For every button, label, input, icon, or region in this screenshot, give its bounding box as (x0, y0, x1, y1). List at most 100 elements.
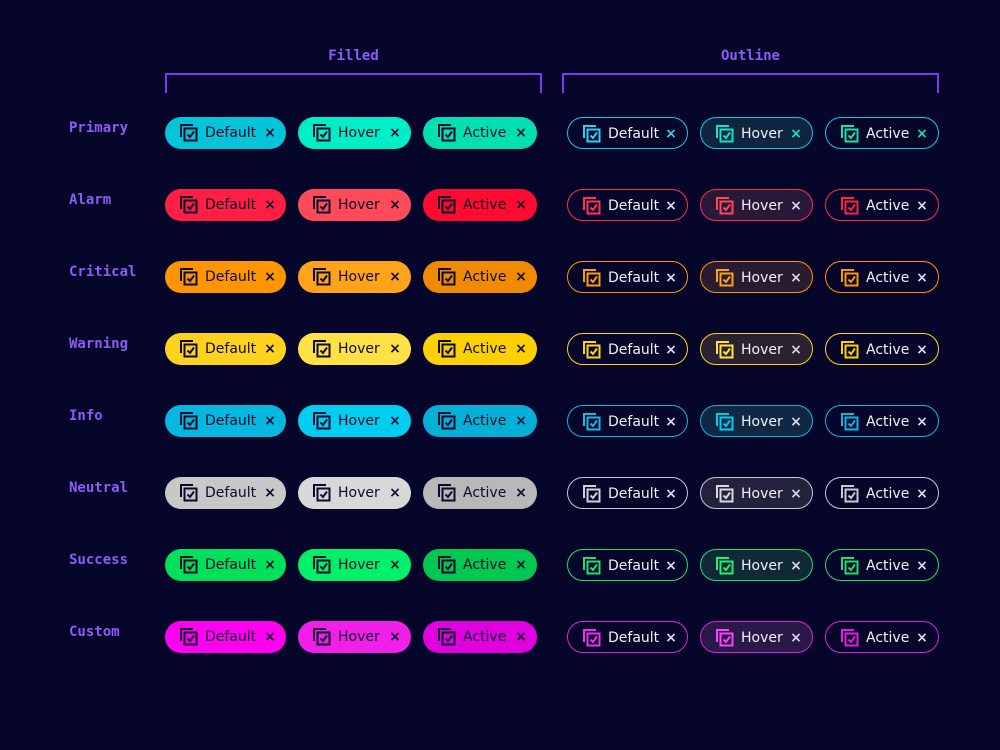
chip-neutral-outline-hover[interactable]: Hover × (700, 477, 813, 509)
close-icon[interactable]: × (515, 125, 527, 141)
close-icon[interactable]: × (264, 629, 276, 645)
close-icon[interactable]: × (389, 629, 401, 645)
close-icon[interactable]: × (515, 197, 527, 213)
close-icon[interactable]: × (515, 413, 527, 429)
chip-critical-outline-default[interactable]: Default × (567, 261, 688, 293)
close-icon[interactable]: × (515, 341, 527, 357)
close-icon[interactable]: × (264, 485, 276, 501)
close-icon[interactable]: × (515, 269, 527, 285)
chip-custom-filled-default[interactable]: Default × (165, 621, 286, 653)
stacked-checkbox-icon (179, 411, 199, 431)
chip-success-filled-default[interactable]: Default × (165, 549, 286, 581)
chip-warning-filled-hover[interactable]: Hover × (298, 333, 411, 365)
chip-custom-outline-active[interactable]: Active × (825, 621, 939, 653)
chip-success-outline-hover[interactable]: Hover × (700, 549, 813, 581)
close-icon[interactable]: × (665, 486, 677, 502)
chip-primary-outline-hover[interactable]: Hover × (700, 117, 813, 149)
close-icon[interactable]: × (790, 270, 802, 286)
chip-primary-filled-default[interactable]: Default × (165, 117, 286, 149)
chip-warning-outline-hover[interactable]: Hover × (700, 333, 813, 365)
close-icon[interactable]: × (665, 198, 677, 214)
chip-alarm-filled-active[interactable]: Active × (423, 189, 537, 221)
chip-alarm-outline-default[interactable]: Default × (567, 189, 688, 221)
chip-label: Active (866, 630, 910, 646)
chip-info-outline-hover[interactable]: Hover × (700, 405, 813, 437)
chip-alarm-outline-hover[interactable]: Hover × (700, 189, 813, 221)
close-icon[interactable]: × (665, 414, 677, 430)
close-icon[interactable]: × (790, 342, 802, 358)
chip-primary-outline-active[interactable]: Active × (825, 117, 939, 149)
chip-alarm-outline-active[interactable]: Active × (825, 189, 939, 221)
chip-neutral-filled-active[interactable]: Active × (423, 477, 537, 509)
close-icon[interactable]: × (264, 341, 276, 357)
close-icon[interactable]: × (665, 270, 677, 286)
chip-critical-filled-default[interactable]: Default × (165, 261, 286, 293)
chip-success-filled-active[interactable]: Active × (423, 549, 537, 581)
chip-info-outline-active[interactable]: Active × (825, 405, 939, 437)
chip-warning-filled-default[interactable]: Default × (165, 333, 286, 365)
chip-alarm-filled-default[interactable]: Default × (165, 189, 286, 221)
chip-custom-outline-default[interactable]: Default × (567, 621, 688, 653)
close-icon[interactable]: × (665, 342, 677, 358)
close-icon[interactable]: × (389, 413, 401, 429)
close-icon[interactable]: × (264, 413, 276, 429)
close-icon[interactable]: × (790, 558, 802, 574)
chip-critical-filled-active[interactable]: Active × (423, 261, 537, 293)
chip-primary-filled-active[interactable]: Active × (423, 117, 537, 149)
chip-critical-outline-hover[interactable]: Hover × (700, 261, 813, 293)
close-icon[interactable]: × (790, 630, 802, 646)
close-icon[interactable]: × (389, 341, 401, 357)
chip-warning-outline-default[interactable]: Default × (567, 333, 688, 365)
chip-info-outline-default[interactable]: Default × (567, 405, 688, 437)
close-icon[interactable]: × (389, 557, 401, 573)
close-icon[interactable]: × (665, 630, 677, 646)
close-icon[interactable]: × (790, 414, 802, 430)
close-icon[interactable]: × (916, 342, 928, 358)
close-icon[interactable]: × (665, 126, 677, 142)
close-icon[interactable]: × (916, 198, 928, 214)
chip-alarm-filled-hover[interactable]: Hover × (298, 189, 411, 221)
chip-warning-outline-active[interactable]: Active × (825, 333, 939, 365)
close-icon[interactable]: × (916, 270, 928, 286)
close-icon[interactable]: × (264, 125, 276, 141)
chip-custom-filled-active[interactable]: Active × (423, 621, 537, 653)
chip-success-outline-active[interactable]: Active × (825, 549, 939, 581)
close-icon[interactable]: × (665, 558, 677, 574)
close-icon[interactable]: × (790, 486, 802, 502)
chip-label: Hover (741, 414, 783, 430)
close-icon[interactable]: × (389, 125, 401, 141)
close-icon[interactable]: × (790, 126, 802, 142)
close-icon[interactable]: × (515, 557, 527, 573)
chip-primary-outline-default[interactable]: Default × (567, 117, 688, 149)
chip-warning-filled-active[interactable]: Active × (423, 333, 537, 365)
chip-info-filled-hover[interactable]: Hover × (298, 405, 411, 437)
chip-primary-filled-hover[interactable]: Hover × (298, 117, 411, 149)
chip-custom-filled-hover[interactable]: Hover × (298, 621, 411, 653)
close-icon[interactable]: × (264, 269, 276, 285)
chip-neutral-filled-hover[interactable]: Hover × (298, 477, 411, 509)
close-icon[interactable]: × (264, 557, 276, 573)
chip-success-outline-default[interactable]: Default × (567, 549, 688, 581)
close-icon[interactable]: × (515, 629, 527, 645)
chip-neutral-outline-active[interactable]: Active × (825, 477, 939, 509)
chip-success-filled-hover[interactable]: Hover × (298, 549, 411, 581)
chip-neutral-filled-default[interactable]: Default × (165, 477, 286, 509)
close-icon[interactable]: × (389, 269, 401, 285)
close-icon[interactable]: × (916, 126, 928, 142)
close-icon[interactable]: × (790, 198, 802, 214)
chip-label: Default (205, 557, 257, 573)
close-icon[interactable]: × (916, 558, 928, 574)
chip-info-filled-default[interactable]: Default × (165, 405, 286, 437)
close-icon[interactable]: × (916, 486, 928, 502)
chip-custom-outline-hover[interactable]: Hover × (700, 621, 813, 653)
close-icon[interactable]: × (515, 485, 527, 501)
chip-critical-outline-active[interactable]: Active × (825, 261, 939, 293)
close-icon[interactable]: × (916, 630, 928, 646)
close-icon[interactable]: × (389, 485, 401, 501)
chip-neutral-outline-default[interactable]: Default × (567, 477, 688, 509)
close-icon[interactable]: × (389, 197, 401, 213)
close-icon[interactable]: × (916, 414, 928, 430)
chip-info-filled-active[interactable]: Active × (423, 405, 537, 437)
chip-critical-filled-hover[interactable]: Hover × (298, 261, 411, 293)
close-icon[interactable]: × (264, 197, 276, 213)
